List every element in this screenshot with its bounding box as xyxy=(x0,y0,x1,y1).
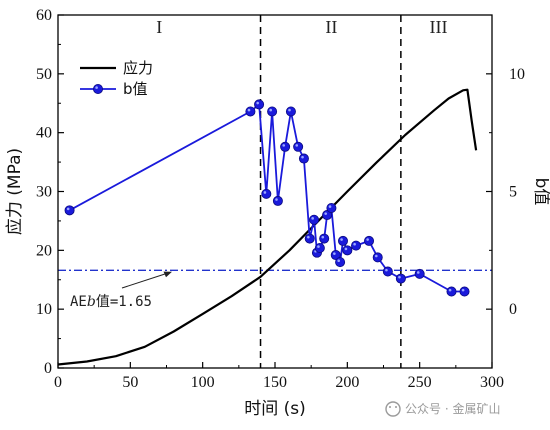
b-value-point-highlight xyxy=(263,191,267,194)
x-tick-label: 300 xyxy=(480,374,504,391)
x-tick-label: 150 xyxy=(263,374,287,391)
b-value-point xyxy=(337,235,348,246)
b-value-point xyxy=(326,202,337,213)
b-value-point xyxy=(319,233,330,244)
b-value-point xyxy=(382,266,393,277)
b-value-point-highlight xyxy=(321,235,325,239)
b-value-point-highlight xyxy=(295,144,299,147)
b-value-point-highlight xyxy=(311,217,314,220)
x-tick-label: 250 xyxy=(408,374,432,391)
b-value-point xyxy=(64,205,75,216)
b-value-point-highlight xyxy=(340,238,343,241)
b-value-point-highlight xyxy=(317,245,320,248)
y-axis-right-title: b值 xyxy=(531,178,550,206)
y-left-tick-label: 0 xyxy=(44,360,52,377)
x-axis-title: 时间 (s) xyxy=(244,399,306,419)
series-group xyxy=(57,88,478,366)
wechat-logo-icon xyxy=(385,401,401,417)
b-value-point xyxy=(342,245,353,256)
b-value-point-highlight xyxy=(448,288,452,292)
x-tick-label: 200 xyxy=(335,374,359,391)
b-value-point xyxy=(272,195,283,206)
tick-group: 0 50 100 150 200 250 300 0 10 20 30 40 50 60 0 5 10 xyxy=(36,7,525,391)
b-value-point-highlight xyxy=(324,212,327,215)
b-value-point xyxy=(372,252,383,263)
legend-label-b-value: b值 xyxy=(123,80,148,98)
region-label: II xyxy=(325,17,337,37)
y-right-tick-label: 5 xyxy=(509,184,517,201)
watermark-text: 公众号 · 金属矿山 xyxy=(405,401,500,416)
region-label: I xyxy=(156,17,162,37)
region-label: III xyxy=(429,17,447,37)
annotation-arrowhead xyxy=(163,271,172,278)
b-value-point-highlight xyxy=(282,144,286,147)
y-left-tick-label: 30 xyxy=(36,184,52,201)
b-value-point-highlight xyxy=(269,108,273,112)
b-value-point xyxy=(414,268,425,279)
b-value-point-highlight xyxy=(461,288,465,292)
b-value-point xyxy=(309,214,320,225)
b-value-point xyxy=(446,286,457,297)
series-line-stress xyxy=(57,88,478,366)
b-value-point-highlight xyxy=(398,275,401,279)
wechat-logo-eye-icon xyxy=(389,406,391,408)
b-value-point xyxy=(395,273,406,284)
reference-label-prefix: AE xyxy=(70,294,87,310)
b-value-point-highlight xyxy=(307,235,310,239)
b-value-point xyxy=(285,106,296,117)
b-value-point xyxy=(314,242,325,253)
y-left-tick-label: 10 xyxy=(36,301,52,318)
y-left-tick-label: 50 xyxy=(36,66,52,83)
b-value-point-highlight xyxy=(66,207,70,211)
b-value-point-highlight xyxy=(256,101,259,105)
b-value-point-highlight xyxy=(353,242,356,246)
legend-marker-highlight xyxy=(95,86,98,89)
y-right-tick-label: 10 xyxy=(509,66,525,83)
y-axis-left-title: 应力 (MPa) xyxy=(5,148,25,235)
b-value-point xyxy=(298,153,309,164)
b-value-point-highlight xyxy=(333,252,336,255)
wechat-logo-eye-icon xyxy=(395,406,397,408)
b-value-point xyxy=(254,99,265,110)
watermark: 公众号 · 金属矿山 xyxy=(385,401,500,417)
b-value-point xyxy=(364,235,375,246)
b-value-point-highlight xyxy=(275,198,278,201)
b-value-point-highlight xyxy=(247,108,251,112)
b-value-point xyxy=(261,188,272,199)
b-value-point xyxy=(459,286,470,297)
x-tick-label: 0 xyxy=(54,374,62,391)
b-value-point-highlight xyxy=(344,247,348,251)
x-tick-label: 100 xyxy=(191,374,215,391)
y-left-tick-label: 20 xyxy=(36,242,52,259)
b-value-point-highlight xyxy=(366,238,369,241)
legend: 应力 b值 xyxy=(80,59,153,98)
x-tick-label: 50 xyxy=(122,374,138,391)
b-value-point-highlight xyxy=(337,259,341,263)
b-value-point-highlight xyxy=(375,254,378,258)
annotation-arrow-line xyxy=(121,272,169,289)
y-left-tick-label: 40 xyxy=(36,125,52,142)
b-value-point-highlight xyxy=(416,271,420,274)
b-value-point xyxy=(293,141,304,152)
b-value-point xyxy=(267,106,278,117)
b-value-point-highlight xyxy=(301,155,304,159)
b-value-point xyxy=(351,240,362,251)
legend-label-stress: 应力 xyxy=(123,59,153,77)
reference-label-italic: b xyxy=(87,294,96,310)
y-left-tick-label: 60 xyxy=(36,7,52,24)
b-value-point xyxy=(245,106,256,117)
y-right-tick-label: 0 xyxy=(509,301,517,318)
b-value-point-highlight xyxy=(328,205,332,208)
legend-marker-b-value xyxy=(93,84,104,95)
b-value-point-highlight xyxy=(385,268,388,272)
b-value-point-highlight xyxy=(288,108,291,112)
reference-label-suffix: 值=1.65 xyxy=(96,294,152,310)
reference-line-label: AEb值=1.65 xyxy=(70,294,152,310)
stage-dividers: I II III xyxy=(156,15,447,368)
b-value-point xyxy=(335,257,346,268)
b-value-point xyxy=(280,141,291,152)
reference-line-group: AEb值=1.65 xyxy=(58,269,492,310)
b-value-point xyxy=(304,233,315,244)
